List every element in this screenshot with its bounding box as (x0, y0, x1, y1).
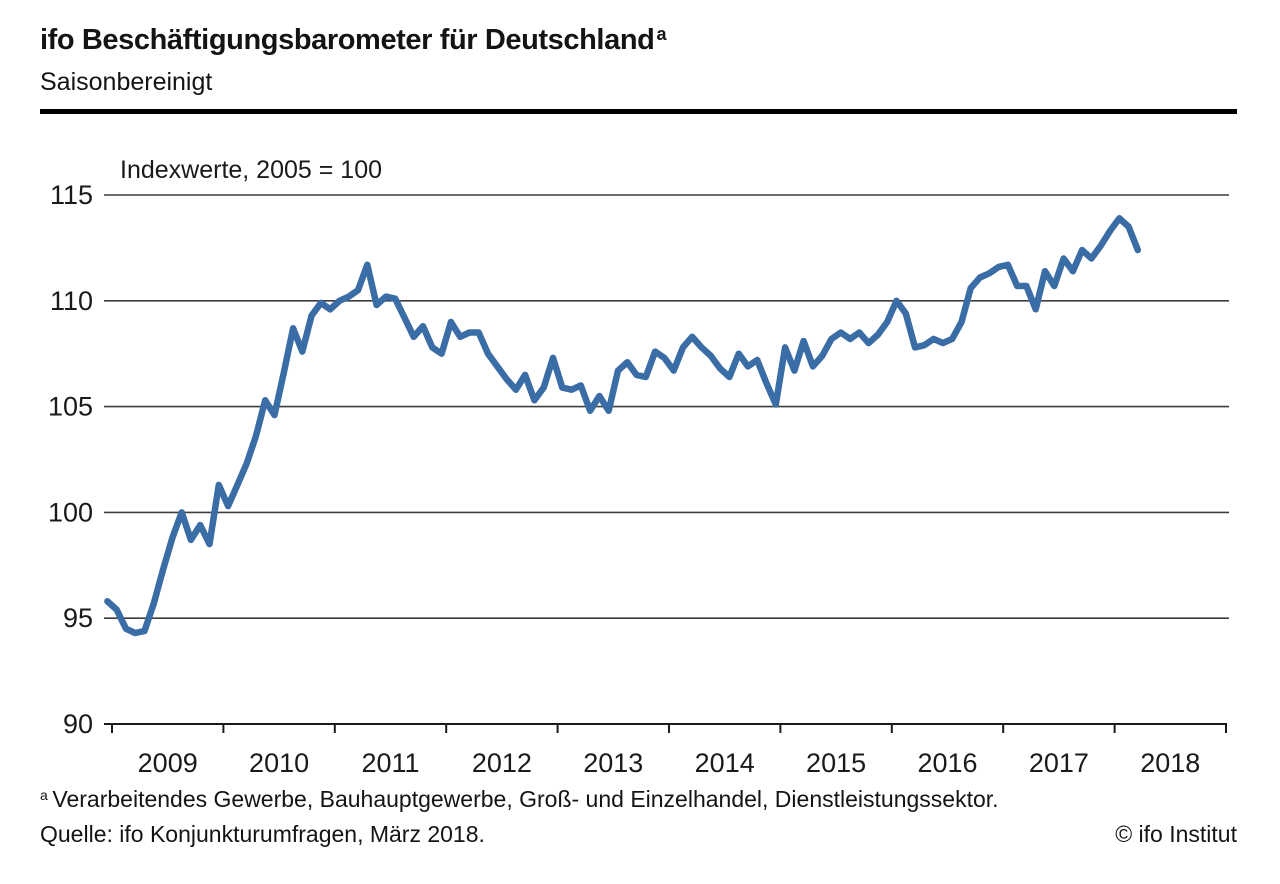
x-axis-year-label-2009: 2009 (138, 748, 198, 778)
x-axis-year-label-2014: 2014 (695, 748, 755, 778)
x-axis-year-label-2012: 2012 (472, 748, 532, 778)
title-divider-rule (40, 109, 1237, 114)
page-title-footnote-marker: a (656, 24, 667, 44)
series-line (104, 215, 1142, 637)
x-axis-year-label-2018: 2018 (1140, 748, 1200, 778)
footnote-text: Verarbeitendes Gewerbe, Bauhauptgewerbe,… (52, 786, 999, 812)
y-axis-label-110: 110 (50, 286, 93, 316)
x-axis-year-label-2015: 2015 (806, 748, 866, 778)
gridlines (104, 194, 1229, 620)
page-subtitle: Saisonbereinigt (40, 68, 213, 96)
page-title-text: ifo Beschäftigungsbarometer für Deutschl… (40, 24, 655, 56)
y-axis-label-105: 105 (48, 392, 93, 422)
y-axis-label-90: 90 (63, 709, 93, 739)
x-axis (104, 723, 1227, 733)
y-axis-labels: 115 110 105 100 95 90 (48, 180, 93, 739)
x-axis-year-label-2011: 2011 (361, 748, 419, 778)
page-title: ifo Beschäftigungsbarometer für Deutschl… (40, 24, 666, 57)
y-axis-label-115: 115 (50, 180, 93, 210)
footnote: a Verarbeitendes Gewerbe, Bauhauptgewerb… (40, 786, 999, 813)
source-line: Quelle: ifo Konjunkturumfragen, März 201… (40, 821, 485, 847)
x-axis-year-label-2010: 2010 (249, 748, 309, 778)
footnote-marker: a (40, 787, 48, 803)
x-axis-year-labels: 2009 2010 2011 2012 2013 2014 2015 2016 2017 2018 (138, 748, 1201, 778)
x-axis-year-label-2016: 2016 (917, 748, 977, 778)
x-axis-year-label-2013: 2013 (583, 748, 643, 778)
copyright-line: © ifo Institut (1115, 821, 1237, 847)
x-axis-year-label-2017: 2017 (1029, 748, 1089, 778)
y-axis-label-95: 95 (63, 603, 93, 633)
y-axis-label-100: 100 (48, 497, 93, 527)
axis-unit-label: Indexwerte, 2005 = 100 (120, 156, 382, 184)
